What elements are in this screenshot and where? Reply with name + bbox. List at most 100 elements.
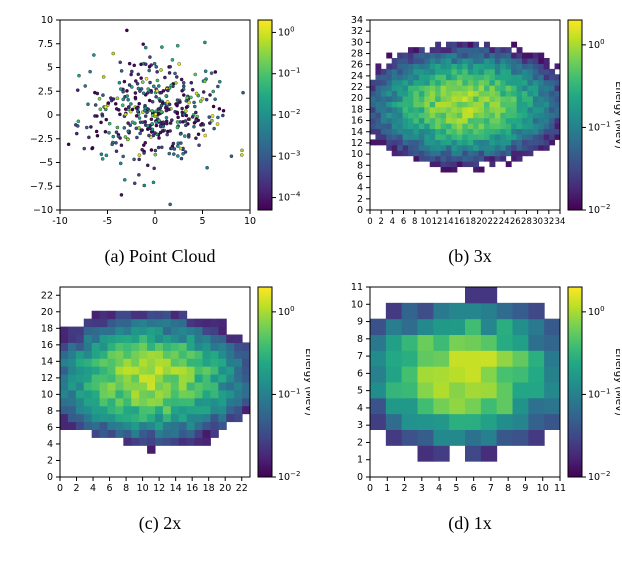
svg-text:8: 8 bbox=[412, 217, 417, 227]
svg-text:8: 8 bbox=[357, 334, 363, 345]
svg-text:16: 16 bbox=[186, 483, 198, 494]
svg-text:Energy (MeV): Energy (MeV) bbox=[613, 348, 620, 416]
svg-text:10−3: 10−3 bbox=[278, 149, 300, 162]
panel-b: 0246810121416182022242628303234024681012… bbox=[320, 10, 620, 267]
svg-text:−10: −10 bbox=[33, 205, 53, 216]
svg-text:12: 12 bbox=[41, 373, 53, 384]
svg-text:18: 18 bbox=[41, 323, 53, 334]
svg-text:7: 7 bbox=[357, 351, 363, 362]
svg-text:5: 5 bbox=[357, 386, 363, 397]
svg-text:16: 16 bbox=[454, 217, 465, 227]
svg-text:6: 6 bbox=[47, 422, 53, 433]
svg-text:0: 0 bbox=[357, 472, 363, 483]
svg-text:10−2: 10−2 bbox=[278, 108, 300, 121]
svg-text:32: 32 bbox=[543, 217, 554, 227]
svg-text:4: 4 bbox=[390, 217, 395, 227]
plot-d: 012345678910110123456789101110−210−1100E… bbox=[320, 277, 620, 507]
svg-text:2: 2 bbox=[73, 483, 79, 494]
svg-text:4: 4 bbox=[357, 403, 363, 414]
caption-b: (b) 3x bbox=[448, 246, 492, 267]
svg-text:4: 4 bbox=[47, 439, 53, 450]
svg-text:22: 22 bbox=[41, 290, 53, 301]
svg-text:12: 12 bbox=[153, 483, 165, 494]
svg-text:5: 5 bbox=[47, 63, 53, 74]
svg-text:0: 0 bbox=[367, 483, 373, 494]
svg-text:26: 26 bbox=[510, 217, 521, 227]
svg-text:3: 3 bbox=[357, 420, 363, 431]
svg-text:2: 2 bbox=[402, 483, 408, 494]
plot-a: -10-50510−10−7.5−5−2.502.557.51010−410−3… bbox=[10, 10, 310, 240]
svg-text:20: 20 bbox=[351, 93, 363, 104]
svg-text:10−2: 10−2 bbox=[588, 203, 610, 216]
svg-text:10: 10 bbox=[351, 299, 363, 310]
svg-text:30: 30 bbox=[532, 217, 543, 227]
svg-text:0: 0 bbox=[357, 205, 363, 216]
svg-text:10: 10 bbox=[244, 216, 256, 227]
svg-text:32: 32 bbox=[351, 26, 363, 37]
plot-b: 0246810121416182022242628303234024681012… bbox=[320, 10, 620, 240]
svg-text:8: 8 bbox=[505, 483, 511, 494]
caption-c: (c) 2x bbox=[139, 513, 181, 534]
svg-text:Energy (MeV): Energy (MeV) bbox=[303, 348, 310, 416]
svg-text:14: 14 bbox=[443, 217, 454, 227]
plot-c: 0246810121416182022024681012141618202210… bbox=[10, 277, 310, 507]
svg-text:0: 0 bbox=[47, 110, 53, 121]
svg-text:100: 100 bbox=[278, 305, 295, 318]
svg-text:5: 5 bbox=[199, 216, 205, 227]
svg-text:1: 1 bbox=[357, 455, 363, 466]
svg-text:9: 9 bbox=[357, 317, 363, 328]
svg-text:10−4: 10−4 bbox=[278, 191, 301, 204]
svg-text:10: 10 bbox=[41, 15, 53, 26]
svg-text:10: 10 bbox=[137, 483, 149, 494]
svg-text:10−1: 10−1 bbox=[278, 67, 300, 80]
svg-text:6: 6 bbox=[357, 368, 363, 379]
svg-text:10: 10 bbox=[420, 217, 431, 227]
svg-text:0: 0 bbox=[152, 216, 158, 227]
caption-d: (d) 1x bbox=[448, 513, 492, 534]
svg-text:14: 14 bbox=[351, 127, 363, 138]
svg-text:22: 22 bbox=[236, 483, 248, 494]
svg-text:11: 11 bbox=[351, 282, 363, 293]
svg-text:2: 2 bbox=[357, 437, 363, 448]
svg-text:3: 3 bbox=[419, 483, 425, 494]
svg-text:20: 20 bbox=[476, 217, 487, 227]
svg-text:2.5: 2.5 bbox=[38, 86, 53, 97]
panel-d: 012345678910110123456789101110−210−1100E… bbox=[320, 277, 620, 534]
svg-text:10−1: 10−1 bbox=[278, 387, 300, 400]
svg-text:100: 100 bbox=[278, 25, 295, 38]
svg-text:28: 28 bbox=[351, 49, 363, 60]
svg-text:0: 0 bbox=[57, 483, 63, 494]
svg-text:8: 8 bbox=[357, 160, 363, 171]
svg-text:8: 8 bbox=[123, 483, 129, 494]
svg-text:16: 16 bbox=[41, 340, 53, 351]
svg-text:12: 12 bbox=[351, 138, 363, 149]
svg-text:0: 0 bbox=[367, 217, 372, 227]
svg-text:18: 18 bbox=[351, 104, 363, 115]
svg-text:4: 4 bbox=[357, 183, 363, 194]
svg-text:22: 22 bbox=[488, 217, 499, 227]
svg-text:18: 18 bbox=[203, 483, 215, 494]
svg-text:10−1: 10−1 bbox=[588, 120, 610, 133]
figure-grid: -10-50510−10−7.5−5−2.502.557.51010−410−3… bbox=[10, 10, 612, 534]
svg-text:34: 34 bbox=[351, 15, 363, 26]
svg-text:100: 100 bbox=[588, 38, 605, 51]
svg-text:6: 6 bbox=[471, 483, 477, 494]
svg-text:0: 0 bbox=[47, 472, 53, 483]
svg-text:20: 20 bbox=[41, 307, 53, 318]
svg-text:-5: -5 bbox=[103, 216, 112, 227]
panel-c: 0246810121416182022024681012141618202210… bbox=[10, 277, 310, 534]
svg-text:34: 34 bbox=[555, 217, 566, 227]
svg-text:11: 11 bbox=[554, 483, 566, 494]
svg-text:Energy (MeV): Energy (MeV) bbox=[613, 81, 620, 149]
caption-a: (a) Point Cloud bbox=[105, 246, 216, 267]
svg-text:100: 100 bbox=[588, 305, 605, 318]
svg-text:4: 4 bbox=[436, 483, 442, 494]
svg-text:7: 7 bbox=[488, 483, 494, 494]
svg-text:28: 28 bbox=[521, 217, 532, 227]
svg-text:−7.5: −7.5 bbox=[30, 181, 53, 192]
svg-text:6: 6 bbox=[357, 171, 363, 182]
svg-text:26: 26 bbox=[351, 60, 363, 71]
svg-text:7.5: 7.5 bbox=[38, 39, 53, 50]
svg-text:2: 2 bbox=[47, 455, 53, 466]
svg-text:10−2: 10−2 bbox=[278, 470, 300, 483]
